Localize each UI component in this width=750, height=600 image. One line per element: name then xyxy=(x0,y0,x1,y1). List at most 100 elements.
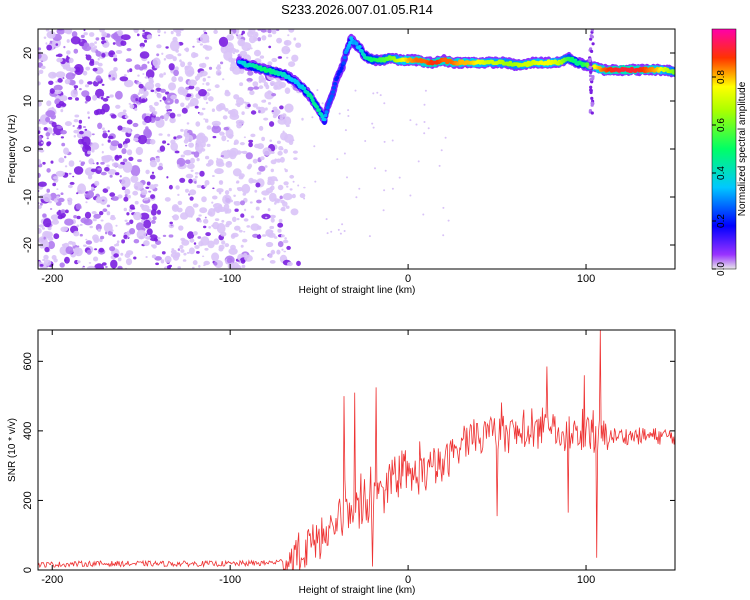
noise-speckle xyxy=(123,79,134,88)
noise-speckle xyxy=(46,168,51,173)
noise-speckle xyxy=(212,195,218,200)
noise-speckle xyxy=(409,194,412,197)
noise-speckle xyxy=(283,116,292,126)
noise-speckle xyxy=(192,266,195,269)
noise-speckle xyxy=(144,76,149,79)
noise-speckle xyxy=(144,39,147,43)
noise-speckle xyxy=(148,190,152,193)
noise-speckle xyxy=(438,164,441,167)
noise-speckle xyxy=(152,57,161,67)
noise-speckle xyxy=(278,218,283,223)
y-tick-label: 0 xyxy=(22,146,34,152)
noise-speckle xyxy=(134,107,138,112)
track-core xyxy=(322,117,327,122)
noise-speckle xyxy=(126,149,133,156)
figure-title: S233.2026.007.01.05.R14 xyxy=(281,2,433,17)
noise-speckle xyxy=(165,46,169,49)
noise-speckle xyxy=(207,159,214,166)
noise-speckle xyxy=(201,243,204,246)
track-core xyxy=(359,49,364,53)
noise-speckle xyxy=(243,101,247,104)
noise-speckle xyxy=(129,219,134,225)
noise-speckle xyxy=(113,54,117,59)
noise-speckle xyxy=(128,102,131,105)
noise-speckle xyxy=(235,264,242,269)
noise-speckle xyxy=(76,215,81,220)
noise-speckle xyxy=(133,137,139,142)
noise-speckle xyxy=(120,161,125,165)
noise-speckle xyxy=(72,175,75,178)
noise-speckle xyxy=(219,180,223,184)
noise-speckle xyxy=(247,86,254,91)
noise-speckle xyxy=(423,103,426,106)
noise-speckle xyxy=(214,218,220,222)
noise-speckle xyxy=(56,195,60,200)
noise-speckle xyxy=(68,184,73,189)
noise-speckle xyxy=(133,211,142,221)
noise-speckle xyxy=(260,29,267,33)
noise-speckle xyxy=(95,37,100,41)
noise-speckle xyxy=(79,233,83,237)
noise-speckle xyxy=(269,81,276,86)
noise-speckle xyxy=(214,260,224,268)
noise-speckle xyxy=(87,111,90,115)
noise-speckle xyxy=(242,150,248,155)
noise-speckle xyxy=(194,180,197,184)
noise-speckle xyxy=(382,209,385,212)
noise-speckle xyxy=(203,260,210,266)
noise-speckle xyxy=(177,200,183,206)
noise-speckle xyxy=(287,261,293,267)
noise-speckle xyxy=(117,143,123,149)
noise-speckle xyxy=(63,155,67,159)
noise-speckle xyxy=(90,47,96,53)
noise-speckle xyxy=(65,209,69,214)
noise-speckle xyxy=(185,144,188,147)
noise-speckle xyxy=(56,188,59,191)
track-smear xyxy=(590,111,594,115)
noise-speckle xyxy=(223,50,233,61)
noise-speckle xyxy=(74,114,80,118)
noise-speckle xyxy=(168,109,173,112)
noise-speckle xyxy=(75,66,81,73)
noise-speckle xyxy=(73,129,80,134)
noise-speckle xyxy=(117,265,123,269)
noise-speckle xyxy=(164,197,171,202)
track-core xyxy=(328,97,333,101)
noise-speckle xyxy=(114,154,120,161)
noise-speckle xyxy=(149,174,156,180)
noise-speckle xyxy=(254,189,258,193)
noise-speckle xyxy=(226,34,235,41)
y-tick-label: 400 xyxy=(22,422,34,440)
noise-speckle xyxy=(199,207,208,214)
noise-speckle xyxy=(117,125,123,131)
noise-speckle xyxy=(178,76,184,82)
noise-speckle xyxy=(137,81,142,85)
noise-speckle xyxy=(140,189,148,196)
noise-speckle xyxy=(257,37,262,42)
noise-speckle xyxy=(222,194,232,205)
noise-speckle xyxy=(53,84,63,91)
noise-speckle xyxy=(159,145,166,152)
noise-speckle xyxy=(199,70,208,77)
noise-speckle xyxy=(137,159,142,163)
noise-speckle xyxy=(113,67,118,72)
noise-speckle xyxy=(337,228,340,231)
noise-speckle xyxy=(94,248,98,251)
noise-speckle xyxy=(258,85,264,90)
noise-speckle xyxy=(95,50,102,57)
noise-speckle xyxy=(444,136,447,139)
noise-speckle xyxy=(103,42,107,47)
noise-speckle xyxy=(398,176,401,179)
noise-speckle xyxy=(124,253,131,258)
noise-speckle xyxy=(110,229,114,232)
noise-speckle xyxy=(279,105,284,110)
noise-speckle xyxy=(120,252,124,256)
noise-speckle xyxy=(55,54,59,57)
track-smear xyxy=(590,49,594,54)
noise-speckle xyxy=(133,256,137,260)
noise-speckle xyxy=(102,208,108,212)
noise-speckle xyxy=(46,137,49,140)
noise-speckle xyxy=(95,75,102,82)
noise-speckle xyxy=(205,155,210,160)
noise-speckle xyxy=(178,225,184,231)
